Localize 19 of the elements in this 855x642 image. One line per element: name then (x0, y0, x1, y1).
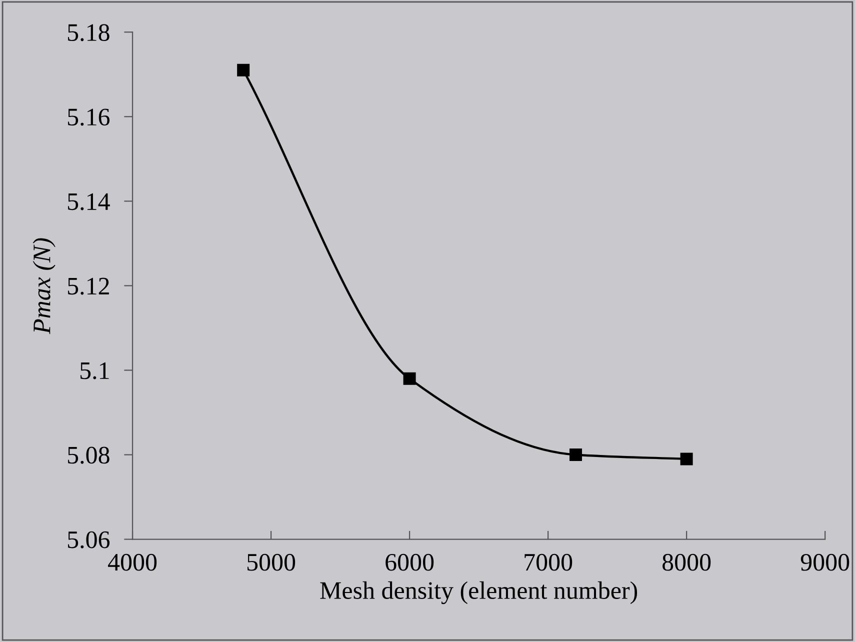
point (237, 64, 250, 76)
y-axis-title: Pmax (N) (32, 238, 56, 334)
x-tick-label: 8000 (662, 554, 711, 571)
point (403, 372, 416, 385)
x-tick-label: 6000 (386, 554, 434, 571)
x-tick-label: 7000 (524, 554, 572, 571)
y-tick-label: 5.16 (68, 108, 110, 126)
x-tick-label: 5000 (247, 554, 296, 571)
y-tick-label: 5.18 (68, 24, 110, 42)
x-tick-label: 9000 (800, 554, 850, 571)
y-tick-label: 5.1 (80, 362, 109, 380)
x-tick-label: 4000 (108, 554, 157, 571)
y-tick-label: 5.08 (68, 446, 110, 464)
y-tick-label: 5.12 (68, 278, 109, 295)
point (680, 452, 693, 466)
y-tick-label: 5.14 (68, 193, 110, 210)
x-axis-title: Mesh density (element number) (320, 581, 638, 604)
y-tick-label: 5.06 (68, 531, 110, 548)
point (570, 448, 582, 461)
